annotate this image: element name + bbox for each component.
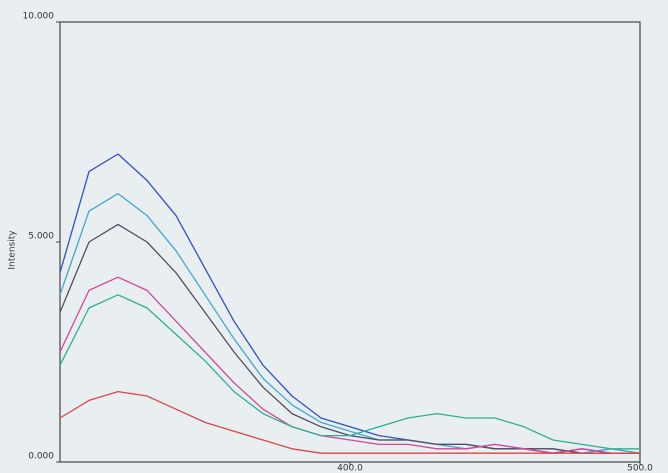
line xyxy=(59,294,640,450)
line xyxy=(59,223,640,454)
y-tick-label: 0.000 xyxy=(28,452,54,462)
line xyxy=(59,192,641,454)
y-tick-label: 10.000 xyxy=(23,12,55,22)
y-axis-label: Intensity xyxy=(8,230,18,270)
line xyxy=(59,276,640,454)
y-tick-label: 5.000 xyxy=(28,232,54,242)
line xyxy=(59,390,640,454)
line xyxy=(59,153,640,454)
x-tick-label: 400.0 xyxy=(337,464,363,473)
x-tick-label: 500.0 xyxy=(627,464,653,473)
